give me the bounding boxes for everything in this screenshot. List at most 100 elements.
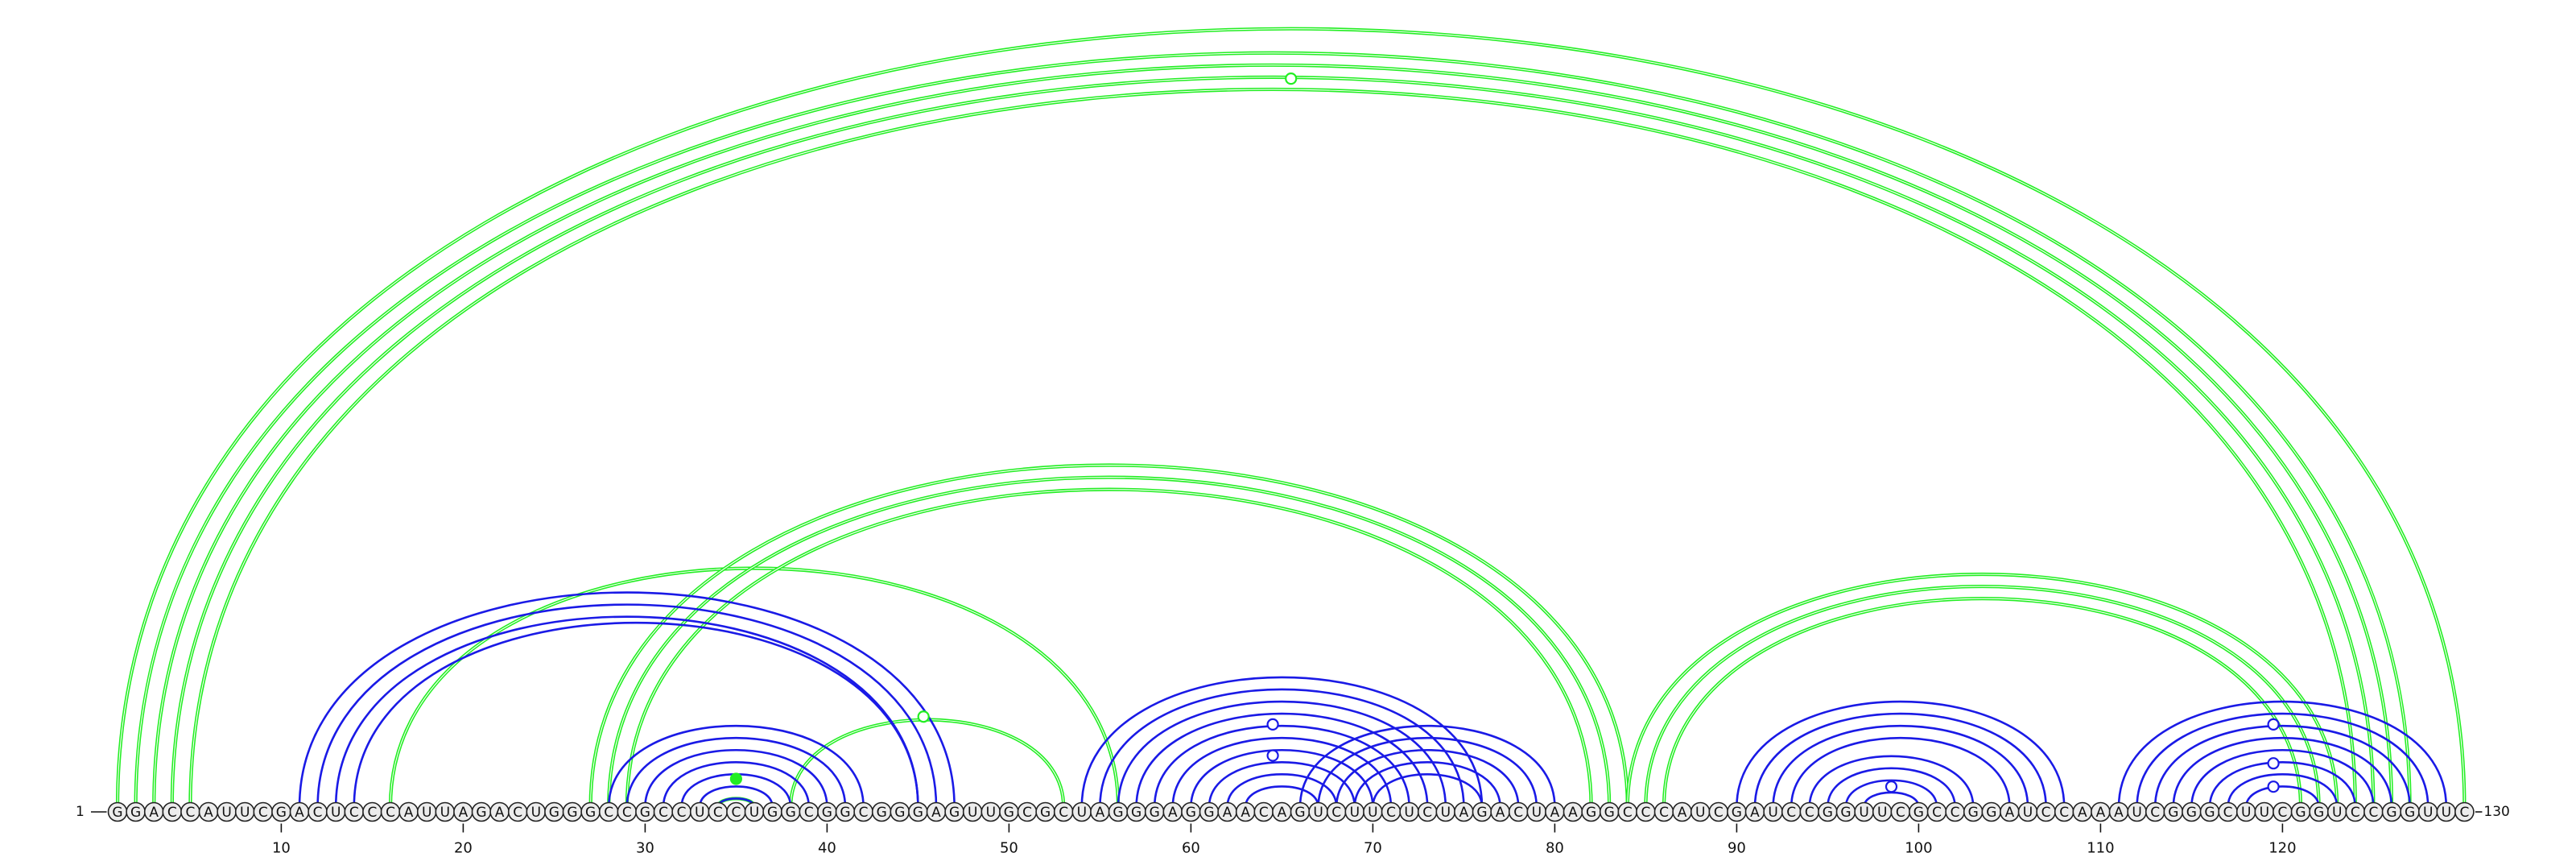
nucleotide-letter: C [2223,805,2233,821]
nucleotide-letter: C [1659,805,1669,821]
blue-base-pair-arc [1827,767,1956,808]
arc-highlight-line [1663,598,2301,808]
blue-base-pair-arc [1298,724,1556,808]
nucleotide-letter: G [1968,805,1979,821]
nucleotide-letter: C [1059,805,1068,821]
nucleotide-letter: G [1186,805,1196,821]
nucleotide-letter: G [949,805,960,821]
arc-highlight-line [117,28,2465,808]
sequence-start-label: 1 [76,804,85,820]
nucleotide-letter: A [295,805,304,821]
nucleotide-letter: C [1623,805,1633,821]
nucleotide-letter: A [1223,805,1232,821]
blue-base-pair-arc [2136,712,2429,808]
nucleotide-letter: G [1586,805,1596,821]
blue-base-pair-arc [1808,755,1975,808]
blue-base-pair-arc [1190,749,1374,808]
nucleotide-letter: C [1513,805,1523,821]
nucleotide-letter: C [1896,805,1905,821]
axis-tick-label: 50 [1000,840,1018,857]
nucleotide-letter: G [2386,805,2396,821]
blue-base-pair-arc [1772,724,2029,808]
nucleotide-letter: C [2150,805,2160,821]
blue-base-pair-arc [1171,737,1393,808]
green-base-pair-arc [152,63,2394,808]
nucleotide-letter: G [894,805,905,821]
arc-highlight-line [608,477,1610,808]
nucleotide-letter: U [1077,805,1087,821]
axis-tick-label: 80 [1546,840,1564,857]
blue-base-pair-arc [1099,688,1465,808]
nucleotide-letter: U [1768,805,1777,821]
nucleotide-letter: U [240,805,250,821]
nucleotide-letter: G [2405,805,2415,821]
nucleotide-letter: C [1259,805,1269,821]
nucleotide-letter: G [2204,805,2215,821]
green-base-pair-arc [388,566,1121,808]
nucleotide-letter: G [1150,805,1160,821]
nucleotide-letter: G [1604,805,1615,821]
axis-tick-label: 20 [454,840,473,857]
blue-base-pair-arc [2227,773,2339,808]
nucleotide-letter: A [931,805,941,821]
nucleotide-letter: G [1113,805,1123,821]
nucleotide-letter: C [167,805,177,821]
nucleotide-letter: C [622,805,632,821]
nucleotide-letter: G [840,805,850,821]
blue-base-pair-arc [698,785,774,808]
nucleotide-letter: C [658,805,668,821]
nucleotide-letter: U [1368,805,1377,821]
open-green-marker [917,710,930,723]
blue-base-pair-arc [2117,700,2448,808]
nucleotide-letter: A [1750,805,1760,821]
nucleotide-letter: G [476,805,486,821]
arc-highlight-line [135,52,2411,808]
nucleotide-letter: A [2005,805,2015,821]
nucleotide-letter: G [2295,805,2306,821]
nucleotide-letter: C [1422,805,1432,821]
nucleotide-letter: U [1313,805,1323,821]
nucleotide-letter: U [1695,805,1705,821]
nucleotide-letter: G [786,805,796,821]
nucleotide-letter: U [968,805,977,821]
arc-markers [729,72,2280,793]
open-blue-marker [1266,749,1279,762]
nucleotide-letter: C [2459,805,2469,821]
nucleotide-letter: C [2368,805,2378,821]
nucleotide-letter: A [1496,805,1505,821]
axis-tick-label: 30 [636,840,654,857]
nucleotide-letter: C [513,805,522,821]
nucleotide-letter: C [1951,805,1960,821]
nucleotide-letter: G [1131,805,1141,821]
axis-tick-label: 40 [818,840,836,857]
green-base-pair-arc [134,51,2412,808]
nucleotide-letter: U [2423,805,2433,821]
nucleotide-letter: A [149,805,159,821]
axis-tick-label: 90 [1728,840,1746,857]
nucleotide-letter: U [331,805,341,821]
blue-base-pair-arc [2244,785,2320,808]
nucleotide-letter: C [1805,805,1814,821]
open-blue-marker [2267,718,2280,731]
nucleotide-letter: G [640,805,650,821]
nucleotide-letter: A [2096,805,2106,821]
nucleotide-letter: A [459,805,469,821]
blue-base-pair-arc [1226,773,1338,808]
nucleotide-letter: U [986,805,996,821]
sequence-end-label: 130 [2483,804,2509,820]
nucleotide-letter: C [2351,805,2360,821]
base-pair-arcs [115,27,2467,808]
arc-highlight-line [1645,586,2320,808]
axis-tick-label: 120 [2268,840,2296,857]
open-blue-marker [1885,780,1898,793]
nucleotide-circle [2454,801,2475,822]
blue-base-pair-arc [1208,761,1356,808]
nucleotide-letter: A [1241,805,1250,821]
blue-base-pair-arc [316,603,938,808]
nucleotide-letter: G [112,805,122,821]
nucleotide-letter: C [1932,805,1942,821]
nucleotide-letter: C [1331,805,1341,821]
nucleotide-letter: A [404,805,414,821]
